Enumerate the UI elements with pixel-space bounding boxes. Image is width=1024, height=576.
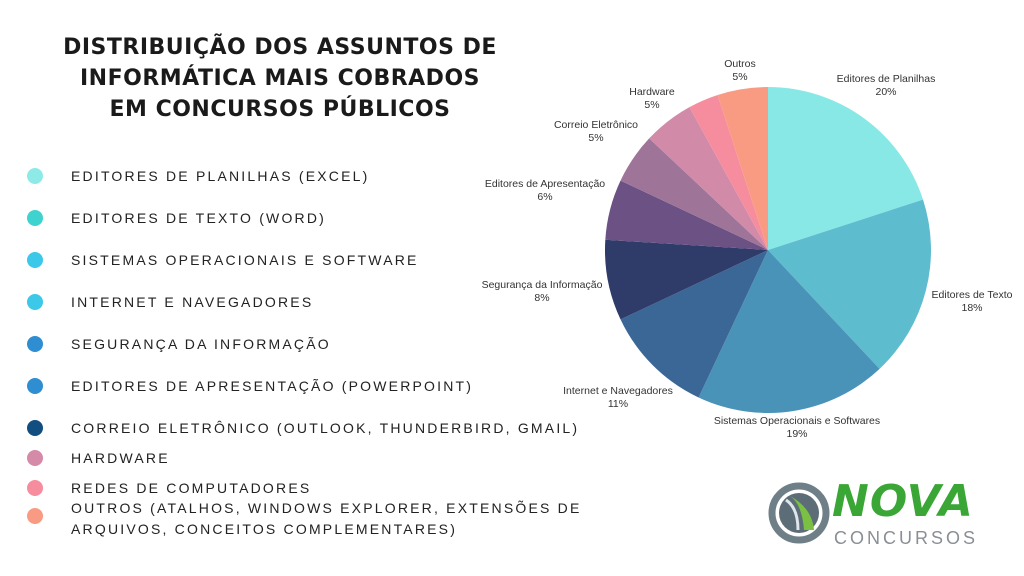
legend-item: EDITORES DE PLANILHAS (EXCEL): [27, 166, 370, 187]
pie-slice: [698, 250, 880, 413]
legend-swatch: [27, 450, 43, 466]
legend-label: OUTROS (ATALHOS, WINDOWS EXPLORER, EXTEN…: [71, 500, 582, 537]
legend-swatch: [27, 378, 43, 394]
legend-item: INTERNET E NAVEGADORES: [27, 292, 313, 313]
pie-slice: [605, 239, 768, 320]
legend-label: CORREIO ELETRÔNICO (OUTLOOK, THUNDERBIRD…: [71, 420, 580, 436]
slice-label: Editores de Apresentação: [485, 178, 605, 190]
pie-slice: [689, 94, 768, 251]
legend-label: HARDWARE: [71, 450, 170, 466]
legend-item: OUTROS (ATALHOS, WINDOWS EXPLORER, EXTEN…: [27, 498, 582, 540]
logo-brand: NOVA: [832, 476, 974, 527]
pie-slice: [605, 180, 768, 250]
slice-value: 5%: [644, 99, 659, 111]
pie-slice: [768, 87, 924, 250]
title-line: EM CONCURSOS PÚBLICOS: [109, 97, 451, 122]
legend-item: SISTEMAS OPERACIONAIS E SOFTWARE: [27, 250, 419, 271]
slice-label: Hardware: [629, 86, 675, 98]
legend-label: EDITORES DE TEXTO (WORD): [71, 210, 327, 226]
page-title: DISTRIBUIÇÃO DOS ASSUNTOS DE INFORMÁTICA…: [30, 32, 530, 125]
slice-label: Editores de Texto: [932, 289, 1013, 301]
legend-item: SEGURANÇA DA INFORMAÇÃO: [27, 334, 331, 355]
legend-swatch: [27, 210, 43, 226]
logo-sub: CONCURSOS: [834, 528, 979, 548]
logo-icon: [768, 482, 830, 544]
pie-slice: [649, 107, 768, 250]
legend-item: EDITORES DE TEXTO (WORD): [27, 208, 326, 229]
slice-value: 6%: [537, 191, 552, 203]
nova-concursos-logo: NOVA CONCURSOS: [768, 476, 975, 552]
slice-value: 8%: [534, 292, 549, 304]
legend-item: CORREIO ELETRÔNICO (OUTLOOK, THUNDERBIRD…: [27, 418, 579, 439]
legend-swatch: [27, 508, 43, 524]
legend-swatch: [27, 168, 43, 184]
slice-value: 5%: [588, 132, 603, 144]
legend-item: HARDWARE: [27, 448, 170, 469]
slice-value: 5%: [732, 71, 747, 83]
legend-label: EDITORES DE APRESENTAÇÃO (POWERPOINT): [71, 378, 474, 394]
legend-label: EDITORES DE PLANILHAS (EXCEL): [71, 168, 370, 184]
legend-swatch: [27, 480, 43, 496]
pie-slice: [620, 138, 768, 250]
slice-label: Correio Eletrônico: [554, 119, 638, 131]
legend-swatch: [27, 420, 43, 436]
slice-value: 20%: [875, 86, 896, 98]
legend-swatch: [27, 336, 43, 352]
legend-label: REDES DE COMPUTADORES: [71, 480, 312, 496]
slice-value: 18%: [961, 302, 982, 314]
legend-label: SISTEMAS OPERACIONAIS E SOFTWARE: [71, 252, 419, 268]
title-line: INFORMÁTICA MAIS COBRADOS: [79, 66, 480, 91]
legend-label: INTERNET E NAVEGADORES: [71, 294, 314, 310]
slice-value: 11%: [608, 398, 628, 410]
slice-label: Sistemas Operacionais e Softwares: [714, 415, 880, 427]
legend-label: SEGURANÇA DA INFORMAÇÃO: [71, 336, 331, 352]
pie-slice: [717, 87, 768, 250]
pie-slice: [620, 250, 768, 398]
slice-label: Segurança da Informação: [482, 279, 603, 291]
title-line: DISTRIBUIÇÃO DOS ASSUNTOS DE: [63, 35, 497, 60]
legend-swatch: [27, 252, 43, 268]
slice-label: Internet e Navegadores: [563, 385, 673, 397]
legend-item: EDITORES DE APRESENTAÇÃO (POWERPOINT): [27, 376, 473, 397]
slice-label: Outros: [724, 58, 756, 70]
slice-value: 19%: [786, 428, 807, 440]
legend-swatch: [27, 294, 43, 310]
slice-label: Editores de Planilhas: [837, 73, 936, 85]
pie-slice: [768, 199, 931, 369]
legend-item: REDES DE COMPUTADORES: [27, 478, 311, 499]
